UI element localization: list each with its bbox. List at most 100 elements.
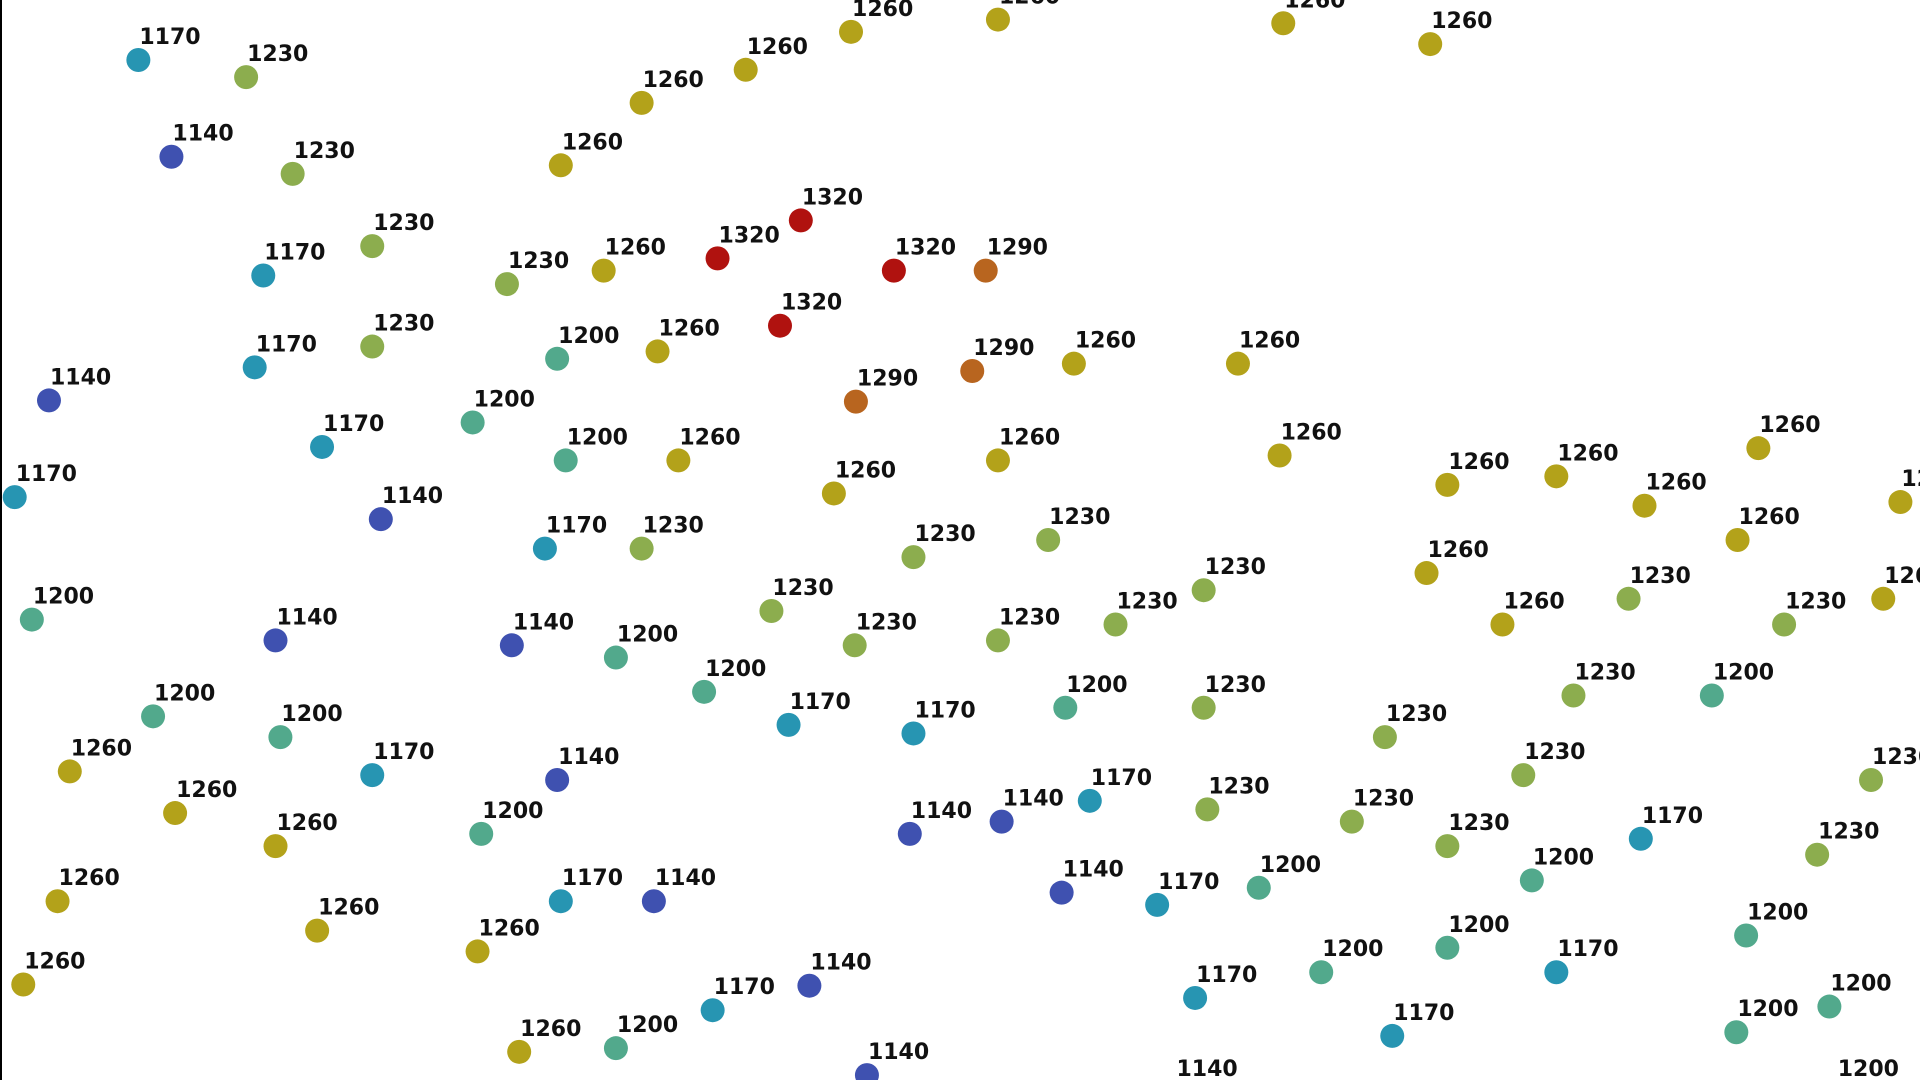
spot-height-dot xyxy=(645,339,670,364)
spot-height-dot xyxy=(768,313,792,338)
spot-height-dot xyxy=(881,258,906,283)
spot-height-dot xyxy=(1145,892,1170,917)
spot-height-label: 1170 xyxy=(139,25,200,50)
spot-height-label: 1170 xyxy=(790,690,851,715)
spot-height-dot xyxy=(1036,528,1061,552)
spot-height-dot xyxy=(545,768,570,792)
spot-height-label: 1170 xyxy=(16,462,77,487)
spot-height-dot xyxy=(1519,868,1544,893)
spot-height-label: 1170 xyxy=(264,241,325,266)
spot-height-dot xyxy=(897,821,922,846)
spot-height-label: 1260 xyxy=(1645,471,1706,496)
spot-height-label: 1230 xyxy=(856,610,917,635)
spot-height-label: 1200 xyxy=(1066,673,1127,698)
spot-height-dot xyxy=(251,263,276,288)
spot-height-dot xyxy=(465,939,490,964)
spot-height-label: 1230 xyxy=(1208,774,1269,799)
spot-height-dot xyxy=(776,712,801,737)
spot-height-label: 1230 xyxy=(1448,811,1509,836)
spot-height-label: 1140 xyxy=(513,610,574,635)
spot-height-label: 1260 xyxy=(479,916,540,941)
spot-height-dot xyxy=(1061,351,1086,376)
spot-height-dot xyxy=(57,759,82,784)
spot-height-label: 1140 xyxy=(911,799,972,824)
spot-height-label: 1230 xyxy=(1818,820,1879,845)
spot-height-dot xyxy=(532,536,557,561)
spot-height-label: 1200 xyxy=(154,681,215,706)
spot-height-dot xyxy=(1267,443,1292,468)
spot-height-label: 1290 xyxy=(987,236,1048,261)
spot-height-dot xyxy=(507,1039,532,1064)
spot-height-label: 1260 xyxy=(1239,329,1300,354)
spot-height-dot xyxy=(36,388,61,413)
spot-height-dot xyxy=(603,645,628,670)
spot-height-dot xyxy=(788,208,813,233)
spot-height-dot xyxy=(629,90,654,115)
spot-height-dot xyxy=(1561,683,1586,708)
spot-height-label: 1200 xyxy=(617,623,678,648)
spot-height-label: 1230 xyxy=(1049,505,1110,530)
spot-height-dot xyxy=(705,246,730,271)
spot-height-dot xyxy=(1372,725,1397,750)
spot-height-label: 1260 xyxy=(176,778,237,803)
spot-height-dot xyxy=(843,389,868,414)
spot-height-dot xyxy=(973,258,998,283)
spot-height-dot xyxy=(839,19,864,44)
spot-height-label: 1170 xyxy=(714,975,775,1000)
spot-height-dot xyxy=(842,633,867,658)
spot-height-label: 1230 xyxy=(294,139,355,164)
spot-height-dot xyxy=(1435,935,1460,960)
spot-height-label: 1230 xyxy=(373,312,434,337)
spot-height-dot xyxy=(901,721,926,746)
spot-height-label: 1260 xyxy=(1448,450,1509,475)
spot-height-dot xyxy=(759,599,784,624)
spot-height-dot xyxy=(553,448,578,473)
spot-height-dot xyxy=(360,763,385,788)
spot-height-label: 1230 xyxy=(1117,589,1178,614)
spot-height-dot xyxy=(629,536,654,561)
spot-height-label: 1200 xyxy=(482,799,543,824)
spot-height-label: 1260 xyxy=(835,458,896,483)
spot-height-dot xyxy=(141,704,166,729)
spot-height-dot xyxy=(263,628,288,653)
spot-height-dot xyxy=(603,1036,628,1061)
spot-height-label: 1260 xyxy=(1075,329,1136,354)
spot-height-dot xyxy=(1734,923,1759,948)
spot-height-dot xyxy=(1746,436,1771,461)
spot-height-label: 1200 xyxy=(705,657,766,682)
spot-height-label: 1200 xyxy=(33,585,94,610)
spot-height-dot xyxy=(548,889,573,914)
spot-height-label: 1200 xyxy=(567,425,628,450)
spot-height-dot xyxy=(1616,586,1641,611)
spot-height-dot xyxy=(985,628,1010,653)
spot-height-dot xyxy=(1380,1023,1405,1048)
spot-height-label: 1260 xyxy=(643,68,704,93)
spot-height-label: 1230 xyxy=(1205,555,1266,580)
spot-height-label: 1200 xyxy=(558,324,619,349)
spot-height-dot xyxy=(548,153,573,178)
spot-height-label: 1200 xyxy=(281,702,342,727)
spot-height-dot xyxy=(368,507,393,532)
spot-height-label: 1200 xyxy=(1737,997,1798,1022)
spot-height-dot xyxy=(591,258,616,283)
spot-height-dot xyxy=(1724,1020,1749,1045)
spot-height-dot xyxy=(1183,985,1208,1010)
spot-height-label: 1140 xyxy=(277,605,338,630)
spot-height-label: 1260 xyxy=(1884,564,1920,589)
spot-height-dot xyxy=(163,801,188,826)
spot-height-dot xyxy=(159,144,184,169)
spot-height-label: 1200 xyxy=(1830,972,1891,997)
spot-height-dot xyxy=(960,359,985,384)
spot-height-label: 1140 xyxy=(810,951,871,976)
spot-height-dot xyxy=(19,607,44,632)
spot-height-label: 1200 xyxy=(1448,913,1509,938)
spot-height-dot xyxy=(310,434,335,459)
spot-height-dot xyxy=(263,834,288,859)
spot-height-label: 1200 xyxy=(1838,1057,1899,1080)
spot-height-label: 1230 xyxy=(643,514,704,539)
spot-height-dot xyxy=(1632,493,1657,518)
spot-height-dot xyxy=(1490,612,1515,637)
spot-height-dot xyxy=(1077,788,1102,813)
